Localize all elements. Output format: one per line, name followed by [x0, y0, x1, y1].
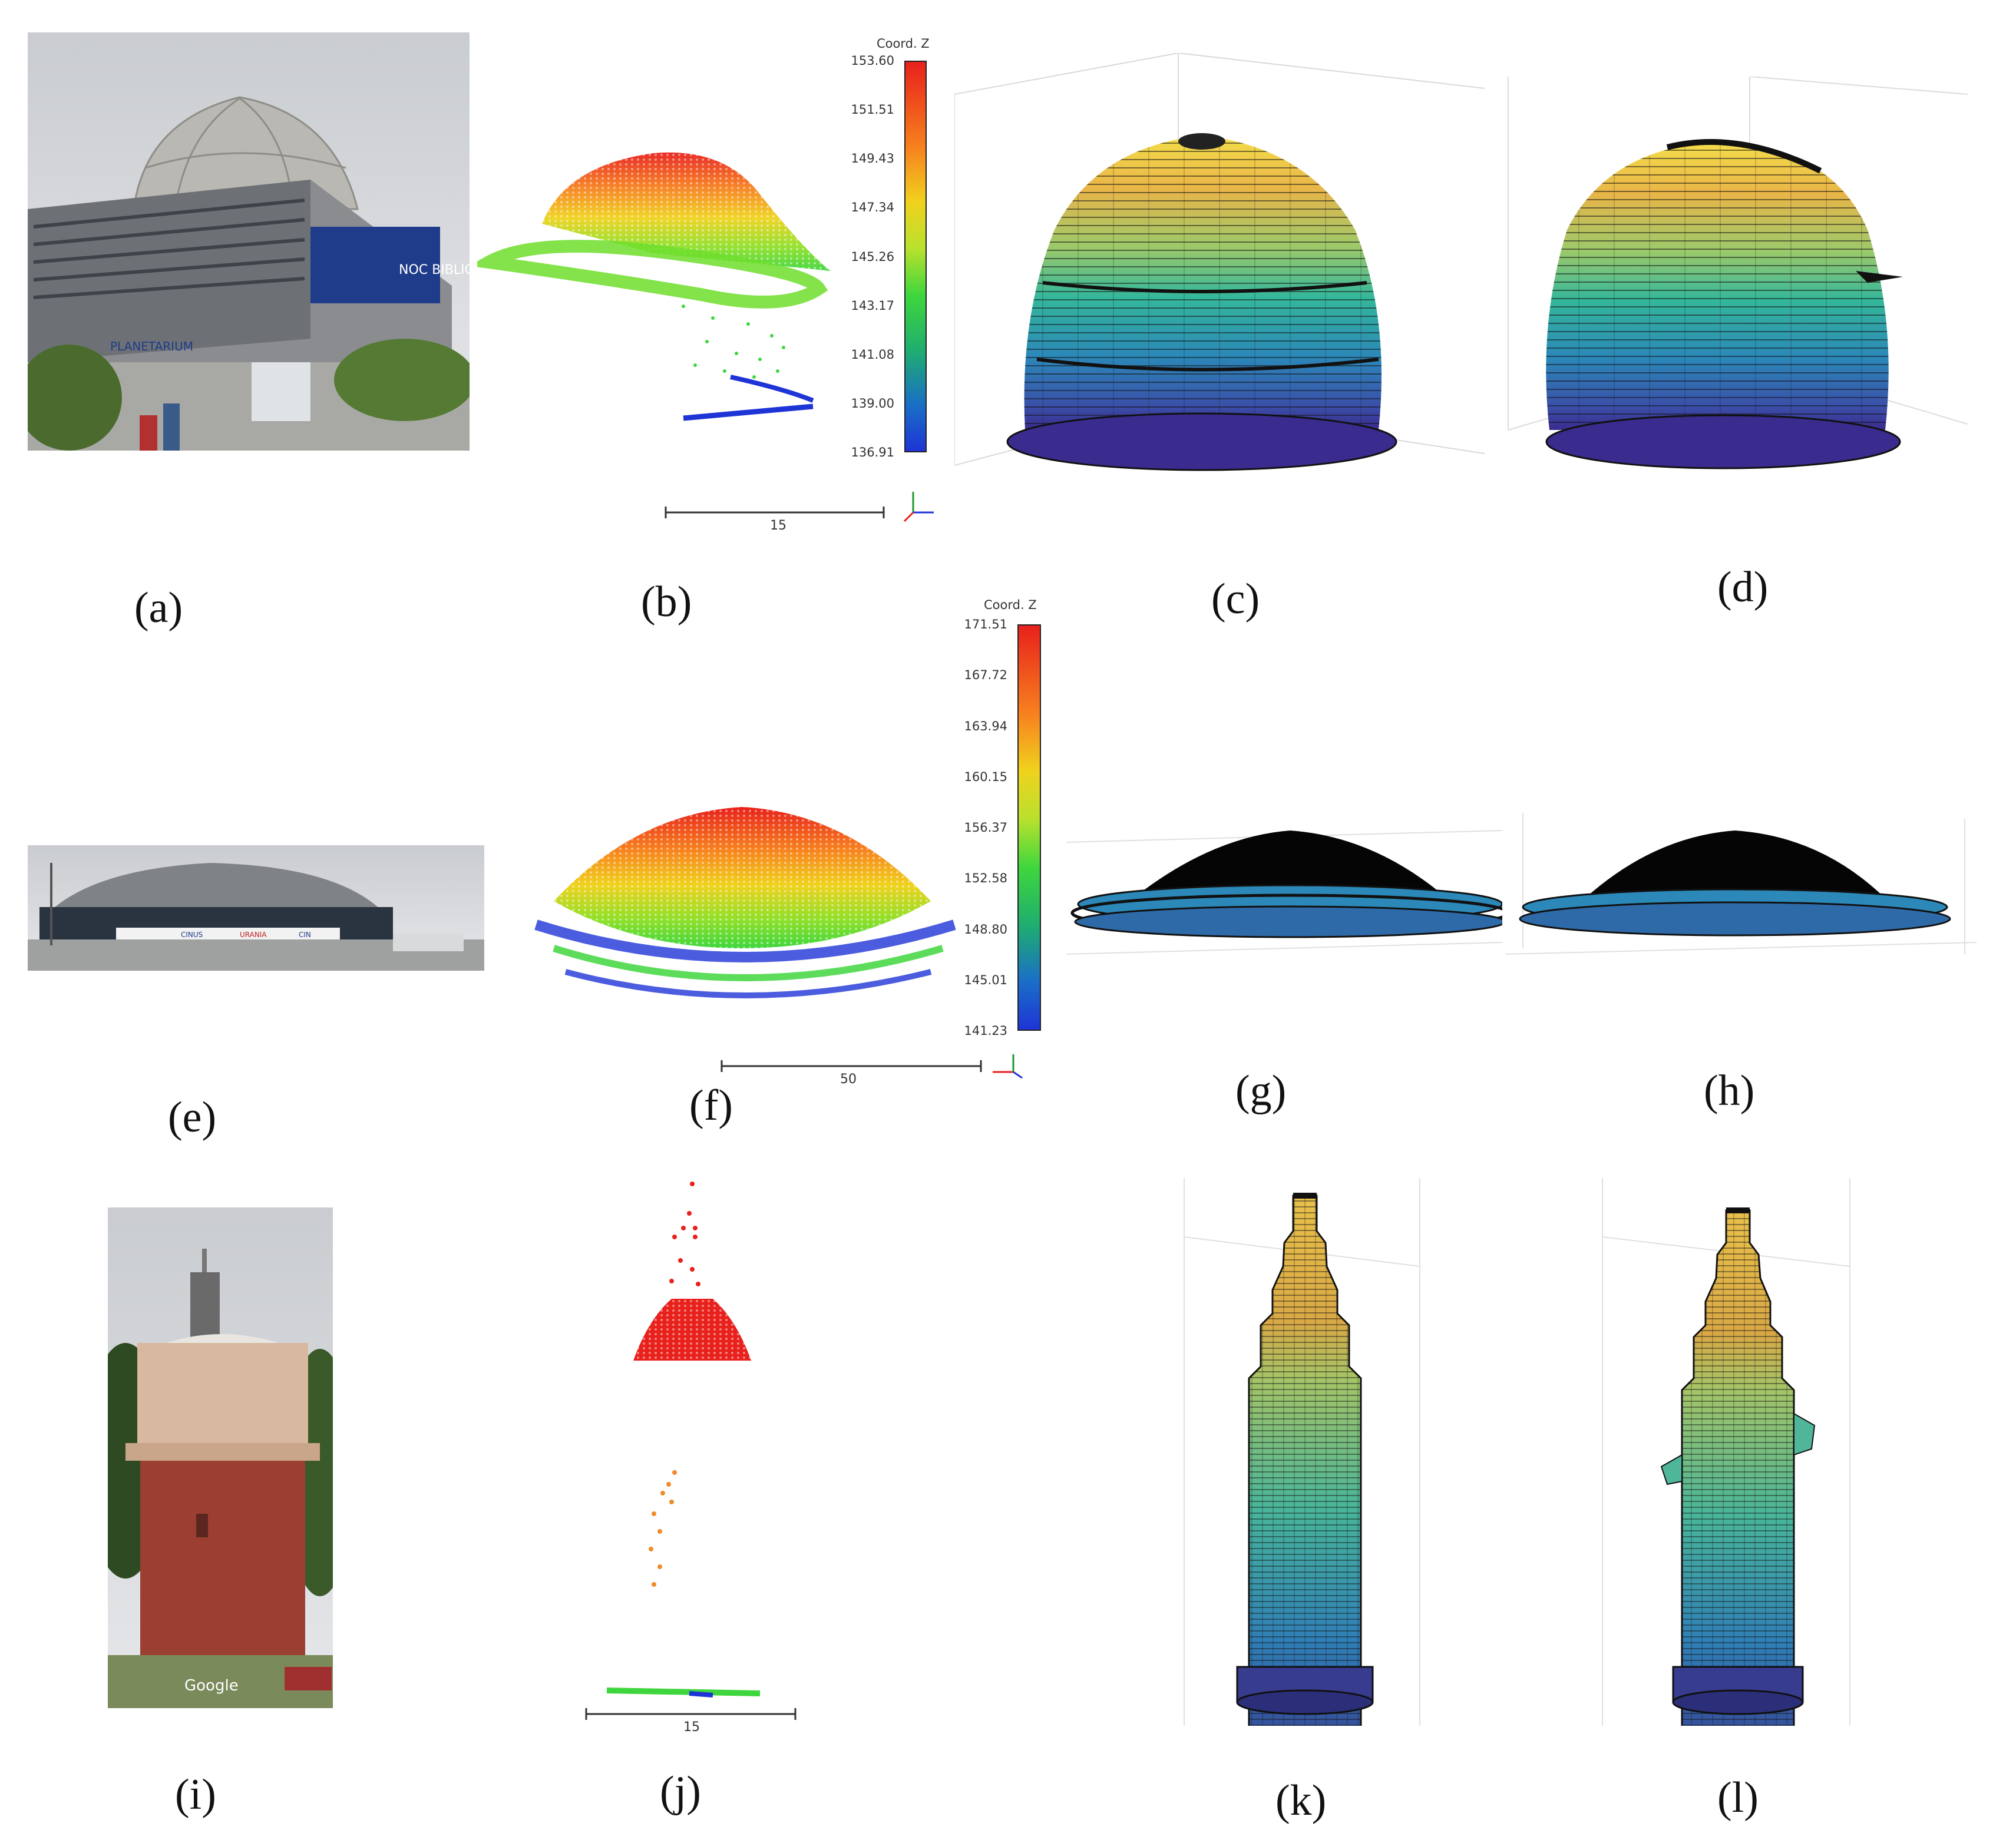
colorbar-f-tick-label: 152.58: [964, 871, 1007, 886]
photo-hall: CINUS URANIA CIN: [28, 845, 484, 971]
colorbar-b-tick-label: 147.34: [851, 200, 894, 215]
colorbar-f-tick-label: 156.37: [964, 820, 1007, 835]
hall-sign-1: CINUS: [181, 931, 203, 939]
caption-b: (b): [641, 578, 692, 626]
photo-planetarium: NOC BIBLIOTEK PLANETARIUM: [28, 32, 470, 451]
colorbar-b-tick-label: 136.91: [851, 445, 894, 459]
scalebar-label-b: 15: [770, 518, 786, 533]
colorbar-b-tick-label: 153.60: [851, 54, 894, 68]
colorbar-b-tick-label: 141.08: [851, 347, 894, 362]
mesh-tower-l: [1591, 1178, 1862, 1726]
colorbar-b-tick-label: 139.00: [851, 396, 894, 411]
mesh-hall-g: [1066, 819, 1502, 960]
caption-g: (g): [1235, 1067, 1287, 1115]
photo-water-tower: Google: [108, 1207, 333, 1708]
colorbar-f-tick-label: 141.23: [964, 1024, 1007, 1038]
scalebar-label-j: 15: [683, 1720, 700, 1735]
colorbar-f: [1017, 624, 1041, 1031]
colorbar-f-tick-label: 163.94: [964, 719, 1007, 733]
caption-c: (c): [1211, 575, 1260, 623]
colorbar-b-tick-label: 149.43: [851, 151, 894, 166]
planetarium-sign: PLANETARIUM: [110, 339, 193, 353]
caption-i: (i): [175, 1771, 216, 1819]
colorbar-f-tick-label: 171.51: [964, 617, 1007, 631]
pointcloud-planetarium: [477, 59, 1019, 548]
scalebar-label-f: 50: [840, 1072, 857, 1087]
mesh-dome-d: [1490, 77, 1974, 501]
google-watermark: Google: [184, 1677, 239, 1695]
hall-sign-2: URANIA: [240, 931, 267, 939]
caption-k: (k): [1275, 1776, 1327, 1825]
colorbar-b: [904, 61, 927, 452]
colorbar-b-title: Coord. Z: [877, 37, 930, 51]
colorbar-b-tick-label: 145.26: [851, 249, 894, 264]
pointcloud-hall: [518, 795, 1049, 1090]
colorbar-b-tick-label: 151.51: [851, 102, 894, 117]
caption-d: (d): [1717, 563, 1769, 611]
mesh-hall-h: [1505, 807, 1977, 966]
banner-text: NOC BIBLIOTEK: [399, 263, 470, 277]
caption-h: (h): [1704, 1067, 1755, 1115]
colorbar-f-tick-label: 167.72: [964, 668, 1007, 683]
colorbar-f-tick-label: 148.80: [964, 922, 1007, 937]
colorbar-f-tick-label: 160.15: [964, 769, 1007, 784]
colorbar-b-tick-label: 143.17: [851, 298, 894, 313]
mesh-tower-k: [1172, 1178, 1437, 1726]
caption-l: (l): [1717, 1773, 1759, 1822]
caption-e: (e): [168, 1093, 217, 1141]
colorbar-f-title: Coord. Z: [984, 598, 1037, 612]
hall-sign-3: CIN: [299, 931, 311, 939]
caption-j: (j): [660, 1768, 701, 1816]
caption-f: (f): [689, 1081, 733, 1130]
caption-a: (a): [134, 584, 183, 632]
colorbar-f-tick-label: 145.01: [964, 972, 1007, 987]
mesh-dome-c: [954, 53, 1490, 501]
pointcloud-tower: [577, 1172, 825, 1738]
